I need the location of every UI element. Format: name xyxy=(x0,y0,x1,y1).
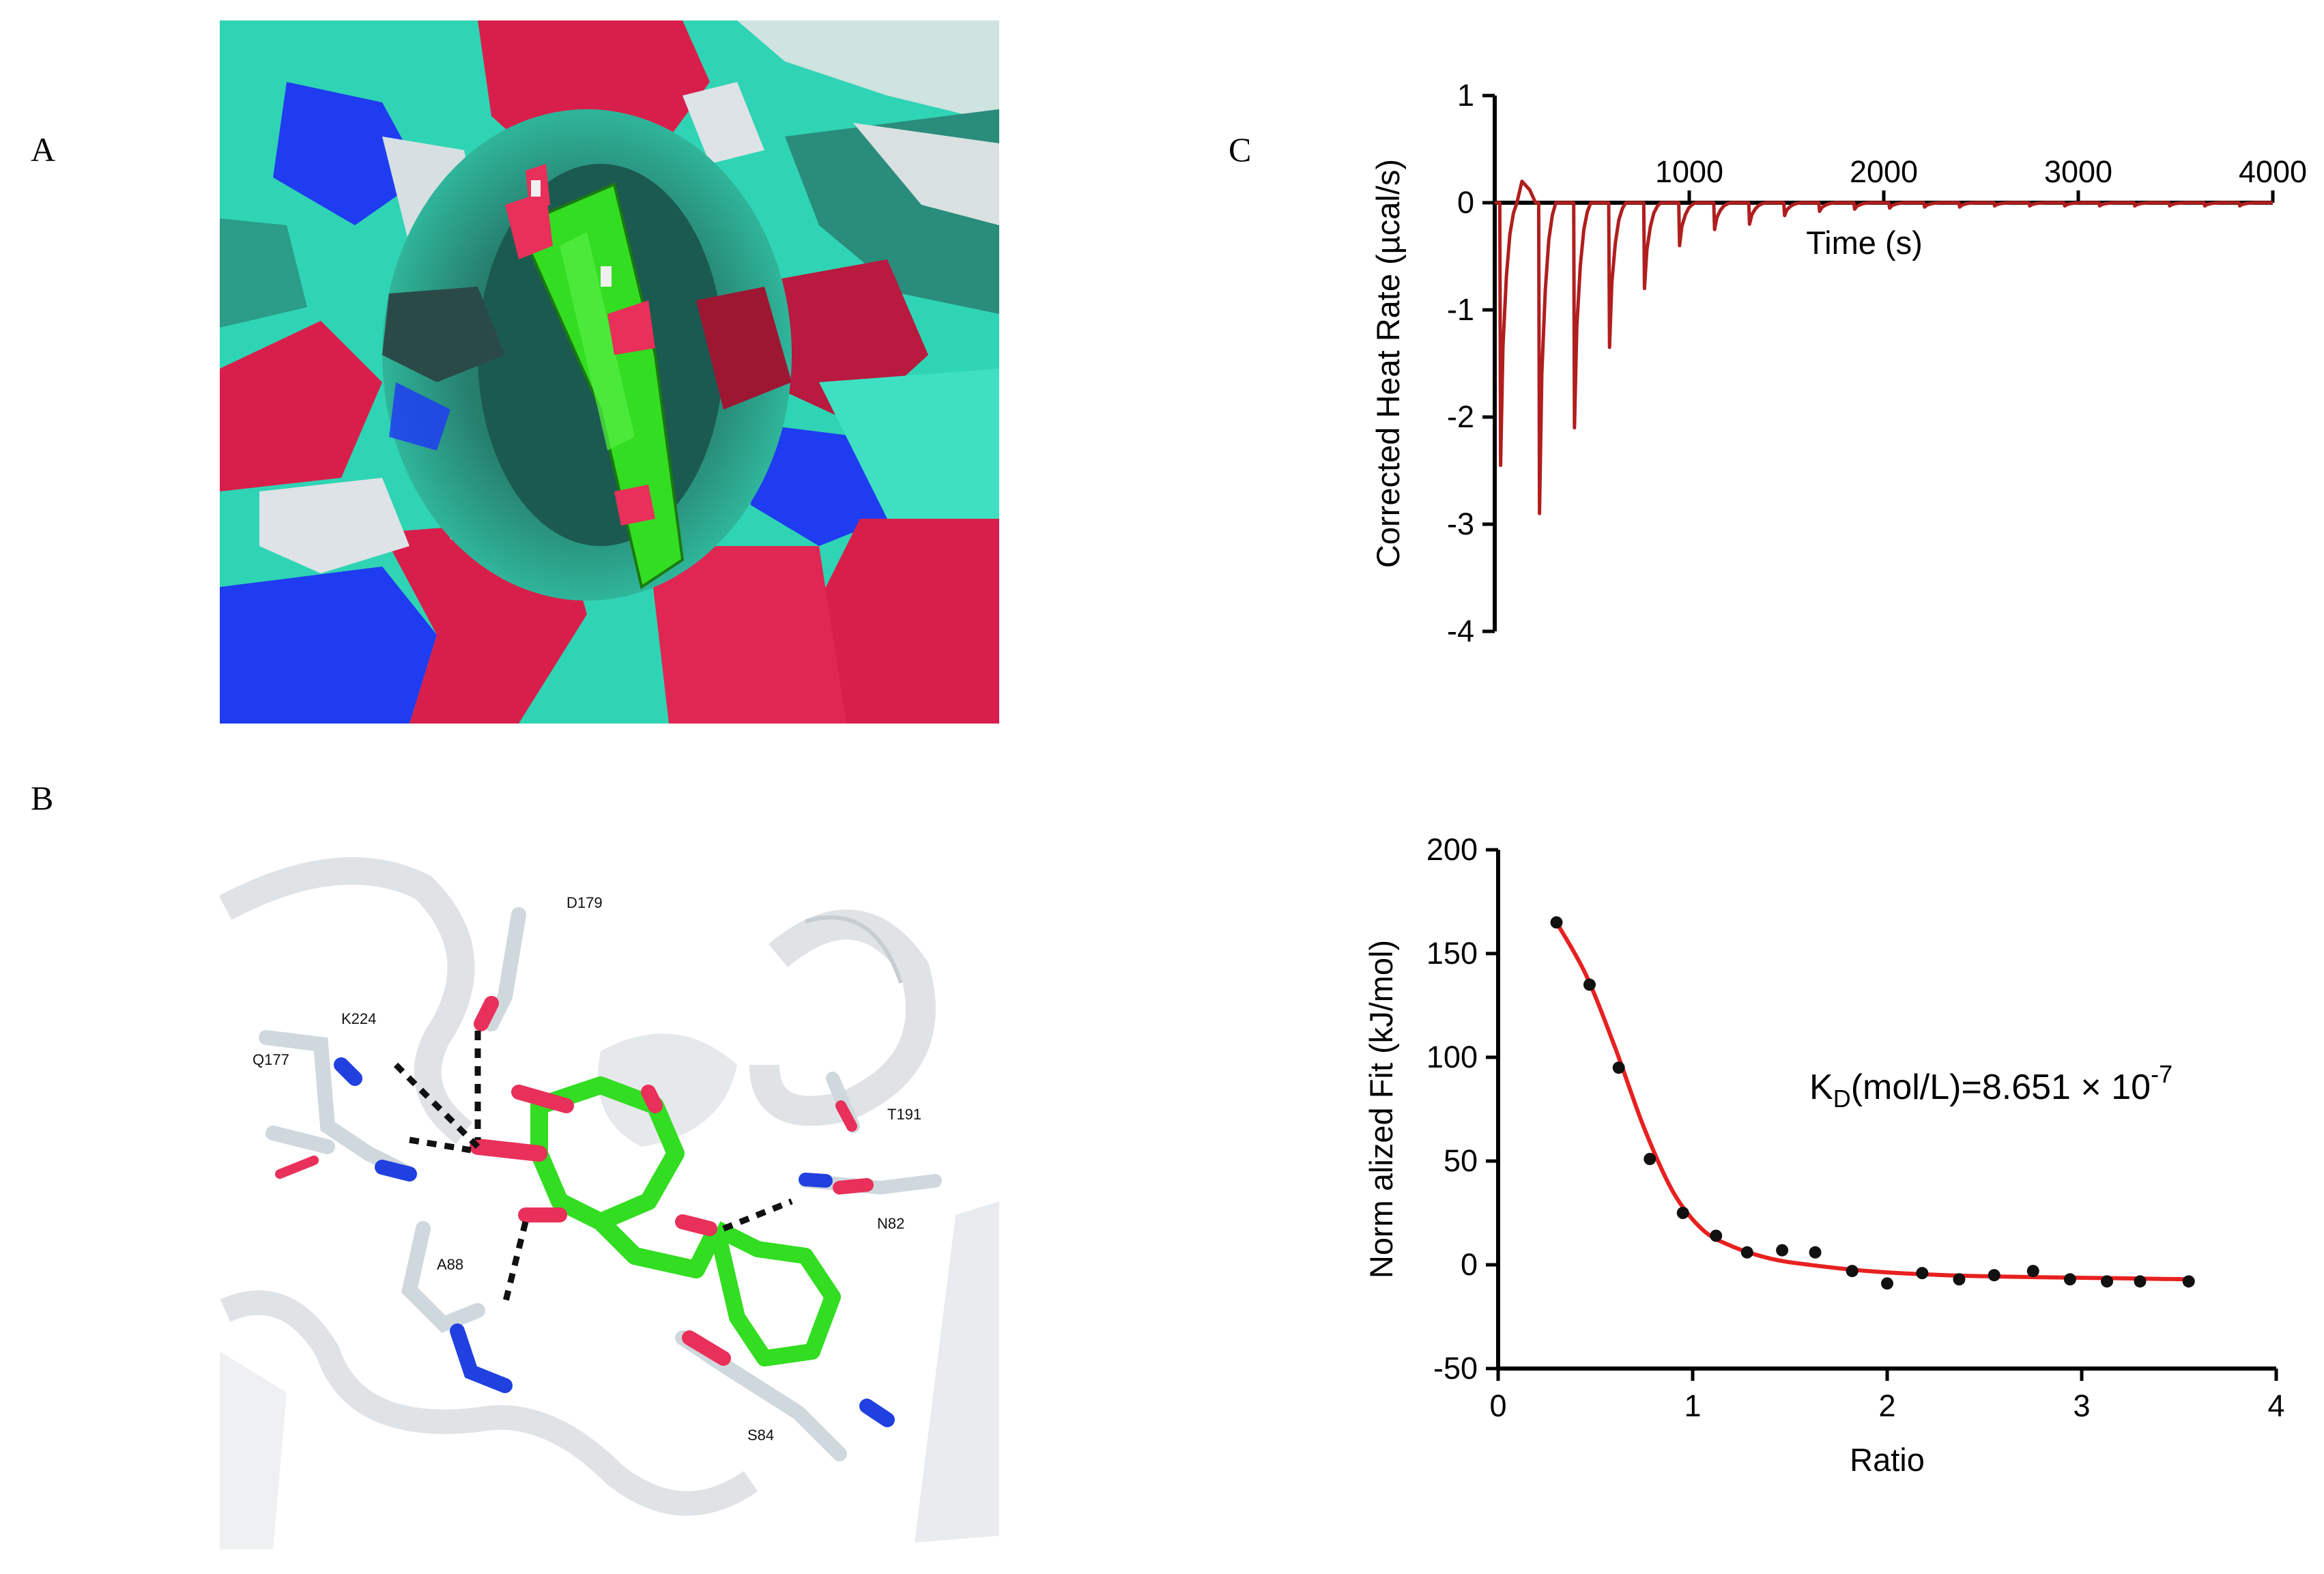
isotherm-x-tick-label: 4 xyxy=(2267,1388,2284,1423)
itc-y-tick-label: -3 xyxy=(1447,506,1474,541)
itc-x-tick-label: 4000 xyxy=(2239,154,2307,189)
itc-x-tick-label: 2000 xyxy=(1850,154,1918,189)
isotherm-points xyxy=(1550,916,2195,1290)
isotherm-data-point xyxy=(2026,1265,2039,1278)
itc-trace-line xyxy=(1495,180,2273,515)
kd-sup: -7 xyxy=(2151,1060,2172,1088)
itc-thermogram-chart: 1 0 -1 -2 -3 -4 1000 2000 3000 4000 Time (s) Corr… xyxy=(1370,78,2307,648)
isotherm-data-point xyxy=(1676,1207,1689,1219)
residue-label-k224: K224 xyxy=(341,1010,376,1027)
isotherm-data-point xyxy=(2101,1275,2114,1288)
kd-rest: (mol/L)=8.651 × 10 xyxy=(1851,1068,2151,1107)
panel-a-ligand xyxy=(505,164,685,590)
isotherm-x-tick-label: 2 xyxy=(1878,1388,1895,1423)
kd-sub: D xyxy=(1833,1085,1851,1113)
itc-y-tick-label: -4 xyxy=(1447,614,1474,648)
itc-x-axis-title: Time (s) xyxy=(1806,225,1923,261)
isotherm-data-point xyxy=(1953,1273,1966,1286)
isotherm-data-point xyxy=(1809,1246,1822,1259)
isotherm-data-point xyxy=(2182,1275,2195,1288)
isotherm-data-point xyxy=(1881,1277,1893,1290)
isotherm-data-point xyxy=(1846,1265,1859,1278)
isotherm-data-point xyxy=(1776,1244,1789,1257)
isotherm-tick-labels: 200 150 100 50 0 -50 0 1 2 3 4 xyxy=(1426,832,2285,1423)
isotherm-y-tick-label: -50 xyxy=(1433,1351,1478,1386)
isotherm-y-tick-label: 0 xyxy=(1461,1247,1478,1282)
isotherm-x-axis-title: Ratio xyxy=(1850,1442,1925,1478)
itc-tick-labels: 1 0 -1 -2 -3 -4 1000 2000 3000 4000 xyxy=(1447,78,2307,648)
residue-label-q177: Q177 xyxy=(253,1051,289,1068)
isotherm-data-point xyxy=(1550,916,1563,929)
isotherm-y-tick-label: 100 xyxy=(1426,1040,1478,1074)
isotherm-data-point xyxy=(1644,1152,1656,1165)
isotherm-data-point xyxy=(1988,1269,2000,1282)
panel-b-interactions: D179 K224 Q177 T191 N82 A88 S84 xyxy=(253,894,942,1461)
isotherm-data-point xyxy=(1916,1267,1929,1280)
residue-label-s84: S84 xyxy=(747,1427,774,1444)
isotherm-data-point xyxy=(1740,1246,1753,1259)
panel-letter-a: A xyxy=(31,130,56,169)
isotherm-x-tick-label: 0 xyxy=(1489,1388,1506,1423)
kd-annotation: KD(mol/L)=8.651 × 10-7 xyxy=(1809,1060,2172,1113)
itc-y-tick-label: -1 xyxy=(1447,292,1474,327)
isotherm-y-axis-title: Norm alized Fit (kJ/mol) xyxy=(1363,940,1399,1278)
residue-label-n82: N82 xyxy=(877,1215,904,1232)
isotherm-chart: 200 150 100 50 0 -50 0 1 2 3 4 Ratio Norm alized F… xyxy=(1363,832,2285,1478)
panel-letter-b: B xyxy=(31,779,54,817)
isotherm-data-point xyxy=(1583,978,1596,991)
isotherm-data-point xyxy=(1612,1061,1625,1074)
panel-b-structure-image xyxy=(220,843,999,1549)
residue-label-t191: T191 xyxy=(887,1106,921,1123)
isotherm-data-point xyxy=(2134,1275,2147,1288)
itc-y-tick-label: 1 xyxy=(1457,78,1474,113)
isotherm-data-point xyxy=(2063,1273,2076,1286)
isotherm-y-tick-label: 200 xyxy=(1426,832,1478,867)
panel-letter-c: C xyxy=(1229,130,1252,169)
itc-x-tick-label: 1000 xyxy=(1655,154,1723,189)
kd-main: K xyxy=(1809,1068,1833,1107)
residue-label-a88: A88 xyxy=(437,1256,463,1273)
isotherm-x-tick-label: 1 xyxy=(1684,1388,1701,1423)
isotherm-axes xyxy=(1486,848,2278,1381)
isotherm-y-tick-label: 50 xyxy=(1444,1143,1478,1178)
isotherm-x-tick-label: 3 xyxy=(2073,1388,2090,1423)
itc-y-axis-title: Corrected Heat Rate (µcal/s) xyxy=(1370,159,1406,568)
panel-a-surface-image xyxy=(220,20,999,724)
isotherm-y-tick-label: 150 xyxy=(1426,936,1478,971)
itc-y-tick-label: -2 xyxy=(1447,399,1474,434)
isotherm-data-point xyxy=(1710,1229,1723,1242)
itc-x-tick-label: 3000 xyxy=(2044,154,2112,189)
residue-label-d179: D179 xyxy=(566,894,603,911)
itc-y-tick-label: 0 xyxy=(1457,185,1474,220)
